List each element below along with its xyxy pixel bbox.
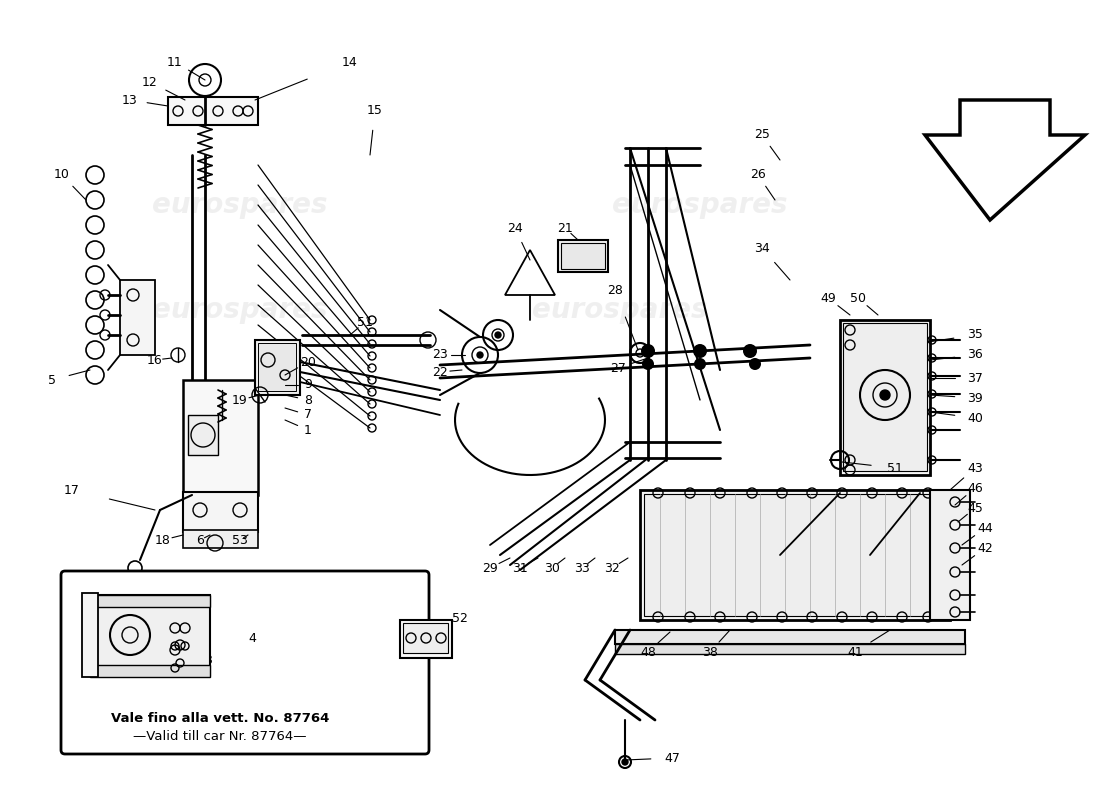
Text: Vale fino alla vett. No. 87764: Vale fino alla vett. No. 87764 <box>111 711 329 725</box>
Bar <box>840 320 929 475</box>
Text: 51: 51 <box>887 462 903 474</box>
Bar <box>843 323 927 471</box>
Text: 30: 30 <box>544 562 560 574</box>
Polygon shape <box>925 100 1085 220</box>
Text: 51: 51 <box>358 315 373 329</box>
Text: 16: 16 <box>147 354 163 366</box>
Text: 10: 10 <box>54 169 70 182</box>
Bar <box>90 595 210 675</box>
Bar <box>183 492 258 532</box>
Text: eurospares: eurospares <box>152 191 328 219</box>
Text: 42: 42 <box>977 542 993 554</box>
Bar <box>400 620 452 658</box>
Text: 33: 33 <box>574 562 590 574</box>
Bar <box>188 415 218 455</box>
Circle shape <box>477 352 483 358</box>
Circle shape <box>749 358 761 370</box>
Circle shape <box>693 344 707 358</box>
Bar <box>403 623 448 653</box>
Text: 8: 8 <box>304 394 312 406</box>
Bar <box>183 380 258 495</box>
Text: 47: 47 <box>664 751 680 765</box>
Bar <box>120 280 155 355</box>
Text: 46: 46 <box>967 482 983 494</box>
Text: 32: 32 <box>604 562 620 574</box>
Text: 2: 2 <box>161 654 169 666</box>
Circle shape <box>880 390 890 400</box>
Text: 48: 48 <box>640 646 656 658</box>
Text: 36: 36 <box>967 349 983 362</box>
Text: 6: 6 <box>196 534 204 546</box>
Bar <box>615 644 965 654</box>
Circle shape <box>694 358 706 370</box>
Text: 23: 23 <box>432 349 448 362</box>
Text: eurospares: eurospares <box>532 296 707 324</box>
Bar <box>258 343 296 391</box>
Text: 5: 5 <box>48 374 56 386</box>
Text: 21: 21 <box>557 222 573 234</box>
Bar <box>82 593 98 677</box>
Text: 24: 24 <box>507 222 522 234</box>
Text: 15: 15 <box>367 103 383 117</box>
Text: 14: 14 <box>342 55 358 69</box>
Bar <box>561 243 605 269</box>
Bar <box>615 630 965 644</box>
Text: 7: 7 <box>304 409 312 422</box>
Text: 49: 49 <box>821 291 836 305</box>
Bar <box>90 665 210 677</box>
Text: 40: 40 <box>967 411 983 425</box>
Text: 53: 53 <box>232 534 248 546</box>
Text: 1: 1 <box>304 423 312 437</box>
Text: 11: 11 <box>167 55 183 69</box>
FancyBboxPatch shape <box>60 571 429 754</box>
Text: 50: 50 <box>850 291 866 305</box>
Text: 39: 39 <box>967 391 983 405</box>
Circle shape <box>495 332 500 338</box>
Text: 38: 38 <box>702 646 718 658</box>
Text: 34: 34 <box>755 242 770 254</box>
Text: 41: 41 <box>847 646 862 658</box>
Text: 43: 43 <box>967 462 983 474</box>
Text: eurospares: eurospares <box>613 191 788 219</box>
Text: 17: 17 <box>64 483 80 497</box>
Text: eurospares: eurospares <box>152 296 328 324</box>
Text: 26: 26 <box>750 169 766 182</box>
Bar <box>558 240 608 272</box>
Text: 45: 45 <box>967 502 983 514</box>
Text: 29: 29 <box>482 562 498 574</box>
Text: —Valid till car Nr. 87764—: —Valid till car Nr. 87764— <box>133 730 307 742</box>
Text: 52: 52 <box>452 611 468 625</box>
Text: 18: 18 <box>155 534 170 546</box>
Circle shape <box>621 759 628 765</box>
Bar <box>90 595 210 607</box>
Circle shape <box>641 344 654 358</box>
Text: 27: 27 <box>610 362 626 374</box>
Text: 28: 28 <box>607 283 623 297</box>
Bar <box>255 340 300 395</box>
Text: 20: 20 <box>300 355 316 369</box>
Bar <box>183 530 258 548</box>
Bar <box>644 494 946 616</box>
Text: 19: 19 <box>232 394 248 406</box>
Circle shape <box>642 358 654 370</box>
Text: 3: 3 <box>205 654 212 666</box>
Text: 31: 31 <box>513 562 528 574</box>
Bar <box>168 97 258 125</box>
Text: 13: 13 <box>122 94 138 106</box>
Text: 22: 22 <box>432 366 448 378</box>
Text: 44: 44 <box>977 522 993 534</box>
Text: 9: 9 <box>304 378 312 391</box>
Text: 4: 4 <box>249 631 256 645</box>
Bar <box>640 490 950 620</box>
Text: 12: 12 <box>142 75 158 89</box>
Text: 35: 35 <box>967 329 983 342</box>
Text: 25: 25 <box>755 129 770 142</box>
Text: 37: 37 <box>967 371 983 385</box>
Circle shape <box>742 344 757 358</box>
Bar <box>930 490 970 620</box>
